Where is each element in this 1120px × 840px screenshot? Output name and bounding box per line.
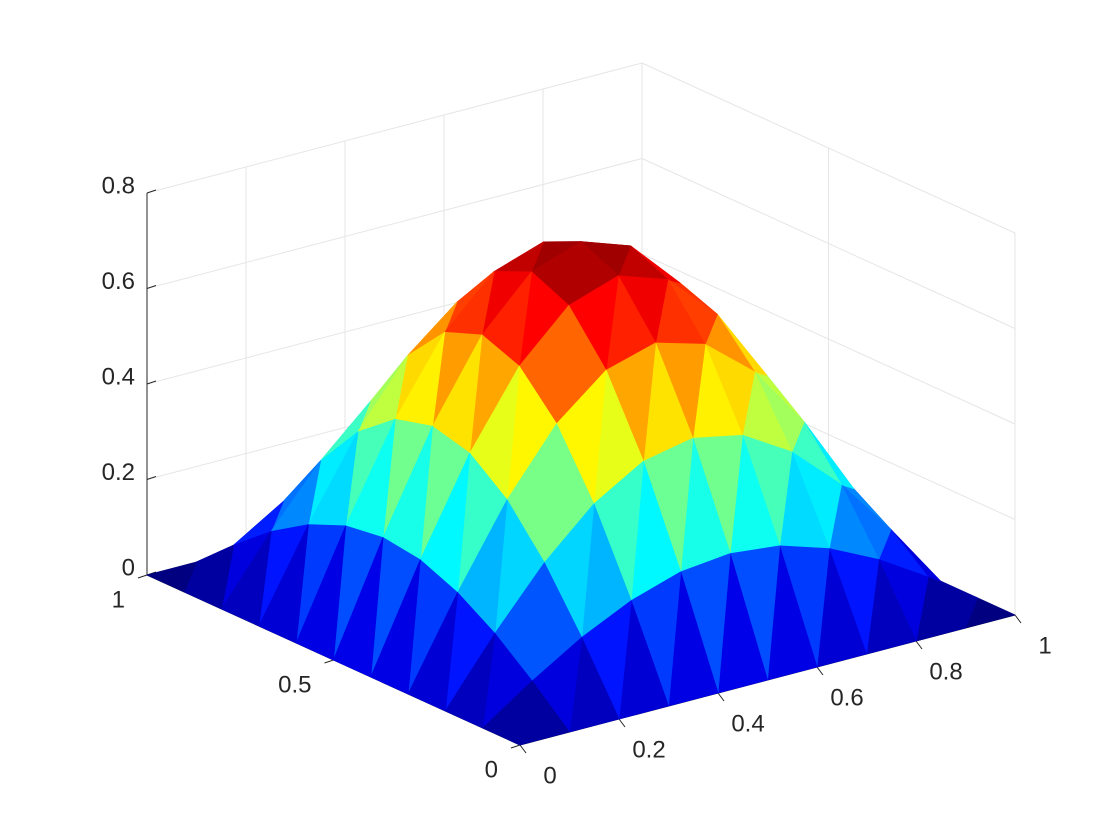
surface-facet xyxy=(183,544,235,610)
z-tick-label: 0 xyxy=(122,554,135,581)
z-tick xyxy=(146,380,157,385)
y-tick-label: 0.5 xyxy=(278,671,311,698)
surface-facet xyxy=(295,525,347,661)
surface-facet xyxy=(146,561,197,593)
z-tick-label: 0.6 xyxy=(102,268,135,295)
surface-facet xyxy=(407,592,459,712)
grid-line xyxy=(146,158,643,289)
y-tick-label: 0 xyxy=(485,756,498,783)
surface-facet xyxy=(482,680,533,746)
y-tick xyxy=(324,659,334,664)
grid-line xyxy=(641,62,1016,234)
x-tick xyxy=(717,692,725,702)
x-tick-label: 0.6 xyxy=(830,684,863,711)
x-tick xyxy=(618,718,626,728)
grid-line xyxy=(641,253,1016,425)
x-tick-label: 0 xyxy=(543,762,556,789)
x-tick xyxy=(519,744,527,754)
grid-line xyxy=(146,62,643,194)
z-tick xyxy=(146,285,157,289)
x-tick xyxy=(1014,614,1022,624)
z-tick xyxy=(146,189,157,194)
x-tick-label: 1 xyxy=(1038,632,1051,659)
y-tick-label: 1 xyxy=(112,586,125,613)
z-tick-label: 0.2 xyxy=(102,459,135,486)
surface-facet xyxy=(258,524,309,644)
z-tick-label: 0.8 xyxy=(102,172,135,199)
x-tick-label: 0.8 xyxy=(929,658,962,685)
y-tick xyxy=(510,744,521,749)
grid-line xyxy=(641,158,1016,329)
surface-facet xyxy=(333,537,384,678)
surface-facet xyxy=(221,531,272,627)
surface-facet xyxy=(370,559,421,695)
x-tick xyxy=(816,666,824,676)
z-tick xyxy=(146,476,157,480)
surface-facet xyxy=(444,633,496,729)
x-tick-label: 0.4 xyxy=(731,710,764,737)
x-tick-label: 0.2 xyxy=(632,736,665,763)
z-tick-label: 0.4 xyxy=(102,363,135,390)
y-tick xyxy=(137,574,148,579)
x-tick xyxy=(915,640,923,650)
